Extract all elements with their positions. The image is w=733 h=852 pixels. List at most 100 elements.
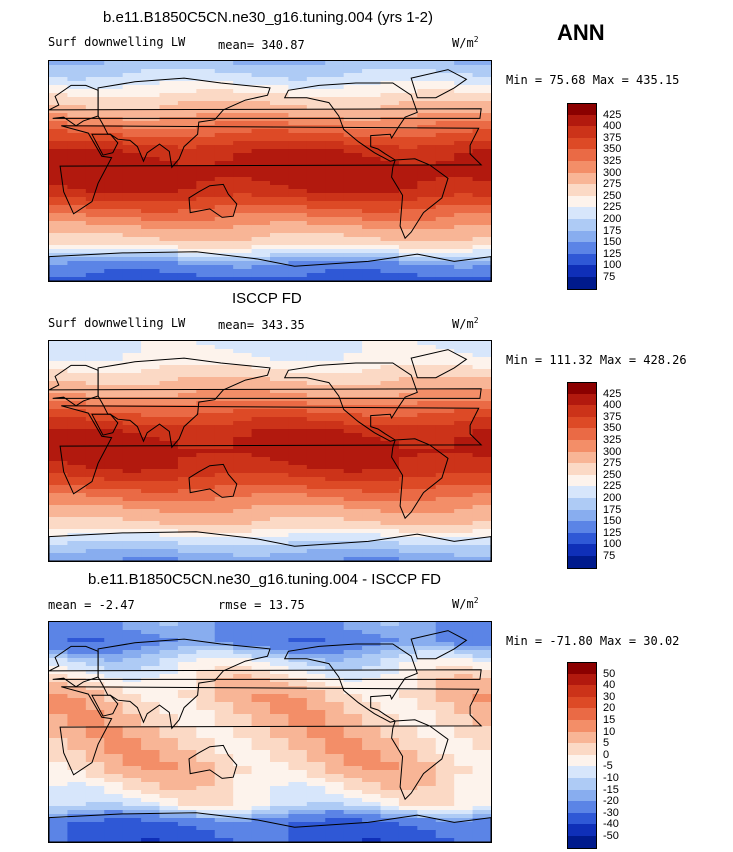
field-cell xyxy=(417,113,437,118)
field-cell xyxy=(67,93,87,98)
field-cell xyxy=(196,469,216,474)
field-cell xyxy=(85,241,105,246)
field-cell xyxy=(159,65,179,70)
field-cell xyxy=(306,237,326,242)
field-cell xyxy=(214,806,234,811)
field-cell xyxy=(233,517,253,522)
field-cell xyxy=(196,417,216,422)
field-cell xyxy=(398,702,418,707)
field-cell xyxy=(49,758,69,763)
field-cell xyxy=(251,401,271,406)
field-cell xyxy=(251,393,271,398)
colorbar-label: 225 xyxy=(603,201,622,214)
field-cell xyxy=(214,437,234,442)
field-cell xyxy=(251,790,271,795)
field-cell xyxy=(159,682,179,687)
field-cell xyxy=(362,65,382,70)
field-cell xyxy=(104,369,124,374)
field-cell xyxy=(288,273,308,278)
field-cell xyxy=(233,529,253,534)
field-cell xyxy=(159,525,179,530)
field-cell xyxy=(251,113,271,118)
field-cell xyxy=(141,630,161,635)
field-cell xyxy=(141,529,161,534)
field-cell xyxy=(325,217,345,222)
field-cell xyxy=(49,445,69,450)
panel-3-units: W/m2 xyxy=(452,596,479,611)
field-cell xyxy=(122,133,142,138)
field-cell xyxy=(288,185,308,190)
field-cell xyxy=(104,638,124,643)
field-cell xyxy=(85,718,105,723)
field-cell xyxy=(67,553,87,558)
field-cell xyxy=(49,710,69,715)
field-cell xyxy=(380,557,400,561)
field-cell xyxy=(141,429,161,434)
field-cell xyxy=(122,810,142,815)
field-cell xyxy=(380,197,400,202)
field-cell xyxy=(288,389,308,394)
field-cell xyxy=(454,690,474,695)
field-cell xyxy=(325,129,345,134)
field-cell xyxy=(435,822,455,827)
field-cell xyxy=(214,233,234,238)
field-cell xyxy=(122,630,142,635)
field-cell xyxy=(122,261,142,266)
field-cell xyxy=(454,654,474,659)
field-cell xyxy=(233,413,253,418)
field-cell xyxy=(325,269,345,274)
field-cell xyxy=(343,449,363,454)
field-cell xyxy=(67,437,87,442)
field-cell xyxy=(270,217,290,222)
field-cell xyxy=(196,129,216,134)
field-cell xyxy=(122,622,142,627)
field-cell xyxy=(325,445,345,450)
field-cell xyxy=(288,481,308,486)
field-cell xyxy=(159,533,179,538)
field-cell xyxy=(67,101,87,106)
field-cell xyxy=(159,73,179,78)
field-cell xyxy=(196,425,216,430)
field-cell xyxy=(177,201,197,206)
field-cell xyxy=(288,537,308,542)
field-cell xyxy=(343,73,363,78)
field-cell xyxy=(472,421,491,426)
field-cell xyxy=(85,465,105,470)
field-cell xyxy=(104,253,124,258)
field-cell xyxy=(49,838,69,842)
field-cell xyxy=(251,69,271,74)
panel-3-title: b.e11.B1850C5CN.ne30_g16.tuning.004 - IS… xyxy=(88,571,442,588)
field-cell xyxy=(435,501,455,506)
field-cell xyxy=(159,714,179,719)
field-cell xyxy=(417,457,437,462)
field-cell xyxy=(233,774,253,779)
field-cell xyxy=(122,393,142,398)
field-cell xyxy=(435,97,455,102)
field-cell xyxy=(270,421,290,426)
field-cell xyxy=(122,129,142,134)
field-cell xyxy=(288,201,308,206)
field-cell xyxy=(472,133,491,138)
field-cell xyxy=(233,505,253,510)
field-cell xyxy=(159,750,179,755)
field-cell xyxy=(343,153,363,158)
field-cell xyxy=(85,457,105,462)
field-cell xyxy=(362,109,382,114)
field-cell xyxy=(362,465,382,470)
field-cell xyxy=(472,457,491,462)
field-cell xyxy=(104,257,124,262)
field-cell xyxy=(435,269,455,274)
field-cell xyxy=(417,501,437,506)
field-cell xyxy=(270,117,290,122)
field-cell xyxy=(122,726,142,731)
field-cell xyxy=(435,117,455,122)
field-cell xyxy=(288,441,308,446)
field-cell xyxy=(196,674,216,679)
field-cell xyxy=(435,682,455,687)
field-cell xyxy=(306,525,326,530)
field-cell xyxy=(196,361,216,366)
field-cell xyxy=(270,481,290,486)
field-cell xyxy=(214,245,234,250)
field-cell xyxy=(122,241,142,246)
field-cell xyxy=(417,137,437,142)
